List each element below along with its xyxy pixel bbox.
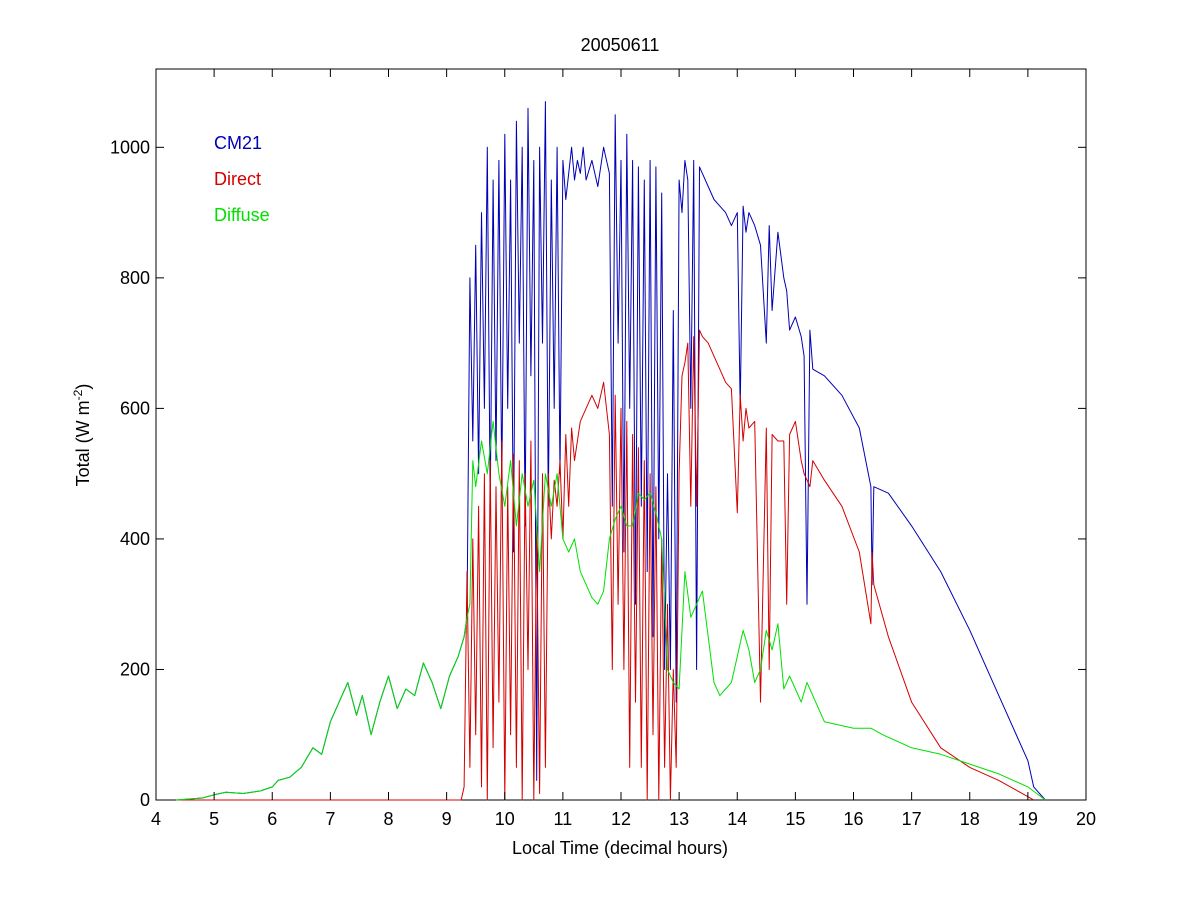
x-tick-label: 18 [960, 809, 980, 829]
legend-item-direct: Direct [214, 169, 261, 189]
x-tick-label: 7 [325, 809, 335, 829]
y-axis-label-superscript: -2 [71, 389, 85, 400]
axis-ticks: 4 5 6 7 8 9 10 11 12 13 14 15 16 17 18 19 20020040060080… [110, 69, 1096, 829]
series-line-diffuse [176, 420, 1046, 801]
legend-item-cm21: CM21 [214, 133, 262, 153]
x-tick-label: 17 [902, 809, 922, 829]
y-tick-label: 0 [140, 790, 150, 810]
y-tick-label: 800 [120, 268, 150, 288]
x-tick-label: 14 [727, 809, 747, 829]
y-axis-label-main: Total (W m [73, 400, 93, 486]
y-axis-label: Total (W m-2) [71, 384, 93, 487]
x-tick-label: 19 [1018, 809, 1038, 829]
y-tick-label: 400 [120, 529, 150, 549]
x-tick-label: 4 [151, 809, 161, 829]
x-tick-label: 13 [669, 809, 689, 829]
x-tick-label: 8 [383, 809, 393, 829]
x-tick-label: 5 [209, 809, 219, 829]
y-tick-label: 200 [120, 659, 150, 679]
series-layer [176, 101, 1046, 801]
y-tick-label: 1000 [110, 137, 150, 157]
x-tick-label: 10 [495, 809, 515, 829]
x-tick-label: 6 [267, 809, 277, 829]
legend: CM21 Direct Diffuse [214, 133, 270, 225]
x-tick-label: 20 [1076, 809, 1096, 829]
x-tick-label: 15 [785, 809, 805, 829]
legend-item-diffuse: Diffuse [214, 205, 270, 225]
x-tick-label: 11 [554, 809, 573, 829]
chart-title: 20050611 [581, 35, 660, 55]
y-axis-label-close: ) [73, 384, 93, 390]
x-tick-label: 12 [611, 809, 631, 829]
series-line-direct [176, 329, 1034, 801]
x-tick-label: 16 [843, 809, 863, 829]
x-axis-label: Local Time (decimal hours) [512, 838, 728, 858]
y-tick-label: 600 [120, 398, 150, 418]
x-tick-label: 9 [442, 809, 452, 829]
